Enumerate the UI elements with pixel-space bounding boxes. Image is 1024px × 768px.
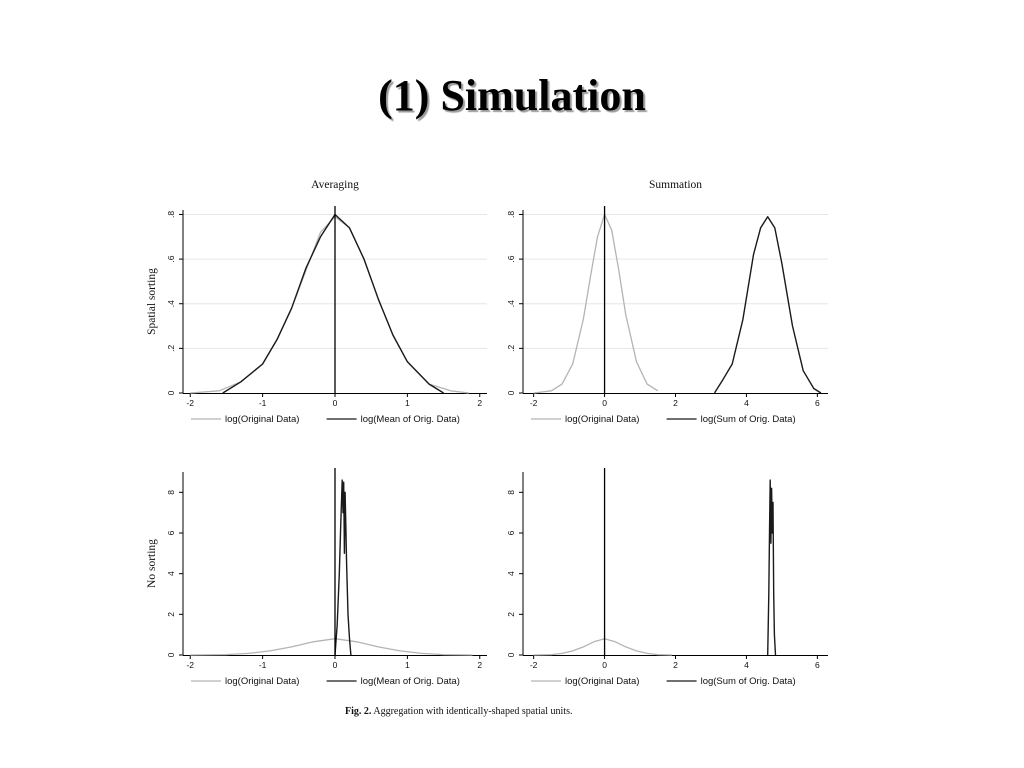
x-tick-label: 1 xyxy=(405,398,410,408)
legend-label-aggregated: log(Mean of Orig. Data) xyxy=(361,676,460,687)
x-tick-label: 6 xyxy=(815,398,820,408)
x-tick-label: 0 xyxy=(333,398,338,408)
x-tick-label: 0 xyxy=(602,398,607,408)
series-line-original xyxy=(190,638,473,656)
legend: log(Original Data) log(Sum of Orig. Data) xyxy=(531,414,796,425)
y-tick-label: 0 xyxy=(506,390,516,395)
legend-label-original: log(Original Data) xyxy=(565,414,639,425)
y-tick-label: 4 xyxy=(506,571,516,576)
y-tick-label: 8 xyxy=(166,490,176,495)
row-title: No sorting xyxy=(146,539,158,588)
y-tick-label: .2 xyxy=(506,345,516,352)
x-tick-label: 0 xyxy=(333,660,338,670)
x-tick-label: -2 xyxy=(186,398,194,408)
legend-label-original: log(Original Data) xyxy=(225,676,299,687)
x-tick-label: -1 xyxy=(259,398,267,408)
x-tick-label: 4 xyxy=(744,660,749,670)
column-title: Averaging xyxy=(311,179,359,191)
y-tick-label: 0 xyxy=(166,652,176,657)
x-tick-label: 1 xyxy=(405,660,410,670)
y-tick-label: 0 xyxy=(166,390,176,395)
series-line-original xyxy=(533,213,659,394)
x-tick-label: -2 xyxy=(530,398,538,408)
slide-title: (1) Simulation xyxy=(378,71,646,120)
legend-label-aggregated: log(Mean of Orig. Data) xyxy=(361,414,460,425)
x-tick-label: -2 xyxy=(186,660,194,670)
column-title: Summation xyxy=(649,179,702,191)
series-line-original xyxy=(190,216,469,394)
y-tick-label: 2 xyxy=(166,612,176,617)
legend: log(Original Data) log(Sum of Orig. Data) xyxy=(531,676,796,687)
chart-panel-bottom-right: 0 2 4 6 8 -2 0 2 4 6 log(Original Data) log(Sum of … xyxy=(506,468,828,687)
y-tick-label: .2 xyxy=(166,345,176,352)
series-line-original xyxy=(533,638,673,656)
series-line-aggregated xyxy=(767,479,777,656)
x-tick-label: 0 xyxy=(602,660,607,670)
y-tick-label: 6 xyxy=(166,530,176,535)
x-tick-label: 2 xyxy=(673,398,678,408)
x-tick-label: -2 xyxy=(530,660,538,670)
y-tick-label: 4 xyxy=(166,571,176,576)
x-tick-label: -1 xyxy=(259,660,267,670)
y-tick-label: .8 xyxy=(506,211,516,218)
x-tick-label: 2 xyxy=(477,398,482,408)
series-line-aggregated xyxy=(334,479,352,656)
legend-label-original: log(Original Data) xyxy=(565,676,639,687)
y-tick-label: 8 xyxy=(506,490,516,495)
row-title: Spatial sorting xyxy=(146,268,158,335)
legend-label-aggregated: log(Sum of Orig. Data) xyxy=(701,414,796,425)
legend: log(Original Data) log(Mean of Orig. Data… xyxy=(191,676,460,687)
y-tick-label: 0 xyxy=(506,652,516,657)
series-line-aggregated xyxy=(713,215,822,394)
x-tick-label: 6 xyxy=(815,660,820,670)
figure-caption: Fig. 2. Aggregation with identically-sha… xyxy=(345,706,572,717)
y-tick-label: .4 xyxy=(506,300,516,307)
chart-panel-top-left: 0 .2 .4 .6 .8 -2 -1 0 1 2 Averaging Spatial sorting… xyxy=(146,179,487,425)
y-tick-label: .4 xyxy=(166,300,176,307)
chart-panel-bottom-left: 0 2 4 6 8 -2 -1 0 1 2 No sorting log(Original Data)… xyxy=(146,468,487,687)
y-tick-label: .8 xyxy=(166,211,176,218)
x-tick-label: 2 xyxy=(477,660,482,670)
x-tick-label: 2 xyxy=(673,660,678,670)
caption-text: Aggregation with identically-shaped spat… xyxy=(373,706,573,717)
chart-panel-top-right: 0 .2 .4 .6 .8 -2 0 2 4 6 Summation log(Original Dat… xyxy=(506,179,828,425)
y-tick-label: .6 xyxy=(506,255,516,262)
caption-label: Fig. 2. xyxy=(345,706,372,717)
y-tick-label: .6 xyxy=(166,255,176,262)
legend-label-original: log(Original Data) xyxy=(225,414,299,425)
legend: log(Original Data) log(Mean of Orig. Data… xyxy=(191,414,460,425)
x-tick-label: 4 xyxy=(744,398,749,408)
legend-label-aggregated: log(Sum of Orig. Data) xyxy=(701,676,796,687)
y-tick-label: 6 xyxy=(506,530,516,535)
y-tick-label: 2 xyxy=(506,612,516,617)
